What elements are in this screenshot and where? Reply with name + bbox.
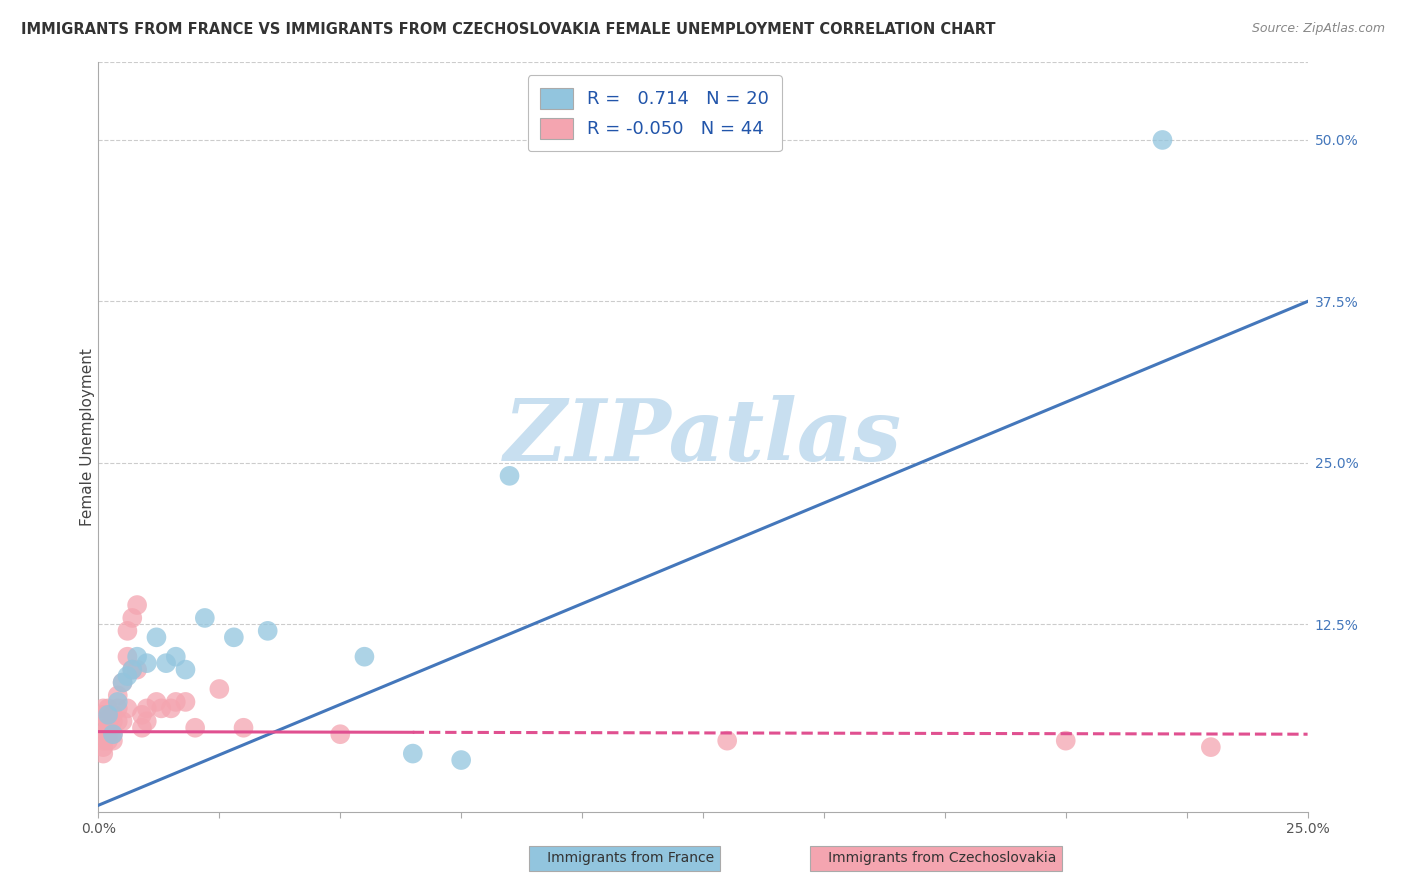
Text: Immigrants from France: Immigrants from France [534,851,714,865]
Text: Immigrants from Czechoslovakia: Immigrants from Czechoslovakia [815,851,1057,865]
Point [107,714,129,729]
Point [716,733,738,747]
Point [150,701,173,715]
Point [111,675,134,690]
Point [91,733,114,747]
Point [91,727,114,741]
Point [232,721,254,735]
Point [145,695,167,709]
Point [450,753,472,767]
Point [174,695,197,709]
Point [97,707,120,722]
Point [97,721,120,735]
Point [91,701,114,715]
Point [208,681,231,696]
Point [135,714,157,729]
Text: Source: ZipAtlas.com: Source: ZipAtlas.com [1251,22,1385,36]
Point [329,727,352,741]
Point [121,663,143,677]
Point [91,714,114,729]
Point [97,701,120,715]
Point [117,701,139,715]
Y-axis label: Female Unemployment: Female Unemployment [80,348,94,526]
Text: ZIPatlas: ZIPatlas [503,395,903,479]
Point [101,727,124,741]
Point [127,598,149,612]
Point [101,727,124,741]
Point [107,689,129,703]
Point [145,630,167,644]
Point [256,624,278,638]
Point [117,649,139,664]
Point [91,707,114,722]
Point [107,701,129,715]
Point [194,611,217,625]
Point [117,624,139,638]
Legend: R =   0.714   N = 20, R = -0.050   N = 44: R = 0.714 N = 20, R = -0.050 N = 44 [527,75,782,152]
Point [101,733,124,747]
Point [97,727,120,741]
Point [222,630,245,644]
Point [174,663,197,677]
Point [97,733,120,747]
Point [121,663,143,677]
Point [1199,740,1222,755]
Point [165,649,187,664]
Point [101,714,124,729]
Point [97,714,120,729]
Point [1152,133,1174,147]
Point [101,707,124,722]
Point [127,649,149,664]
Point [117,669,139,683]
Point [131,707,153,722]
Point [91,747,114,761]
Point [160,701,183,715]
Point [498,468,520,483]
Point [111,714,134,729]
Point [1054,733,1077,747]
Point [127,663,149,677]
Point [135,701,157,715]
Point [121,611,143,625]
Point [107,695,129,709]
Point [155,656,177,670]
Point [135,656,157,670]
Point [402,747,425,761]
Point [111,675,134,690]
Text: IMMIGRANTS FROM FRANCE VS IMMIGRANTS FROM CZECHOSLOVAKIA FEMALE UNEMPLOYMENT COR: IMMIGRANTS FROM FRANCE VS IMMIGRANTS FRO… [21,22,995,37]
Point [353,649,375,664]
Point [184,721,207,735]
Point [165,695,187,709]
Point [91,740,114,755]
Point [131,721,153,735]
